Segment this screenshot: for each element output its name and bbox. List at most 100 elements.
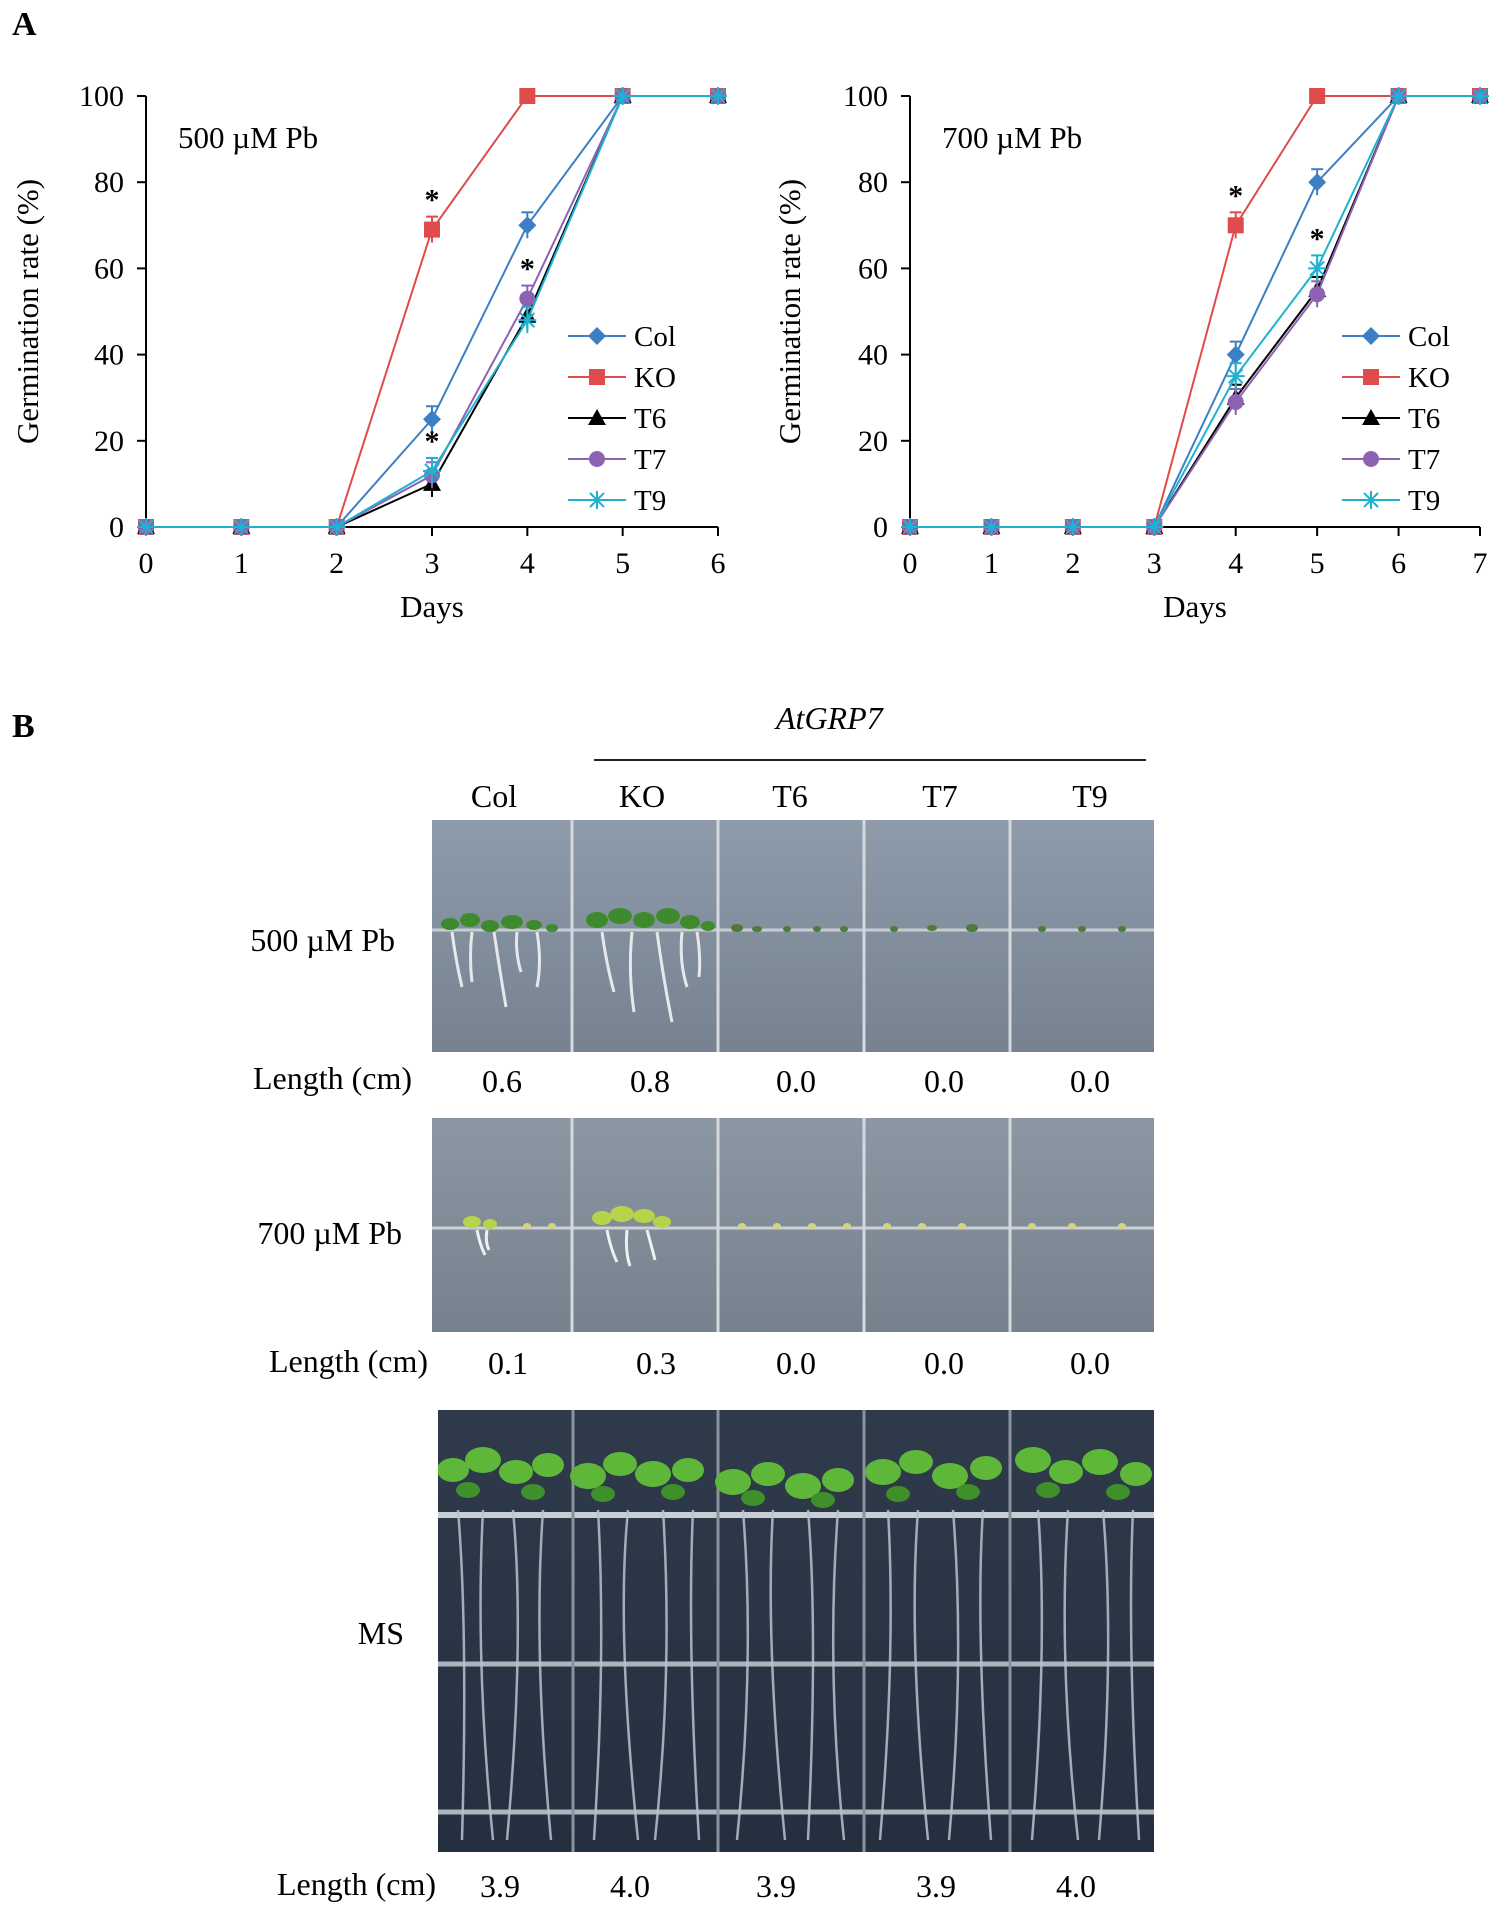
chart2-annotation: 700 µM Pb — [942, 120, 1082, 155]
chart2-ytick-label: 80 — [858, 166, 888, 199]
chart2-ytick-label: 60 — [858, 252, 888, 285]
chart1-point-t7 — [519, 290, 536, 307]
chart1-point-t9 — [613, 87, 632, 105]
chart2-ytick-label: 0 — [873, 511, 888, 544]
chart1-xtick-label: 4 — [520, 547, 535, 580]
chart1-ytick-label: 100 — [79, 80, 124, 113]
chart1-ytick-label: 40 — [94, 339, 124, 372]
chart1-point-ko — [519, 88, 536, 104]
chart1-legend-label-ko: KO — [634, 362, 676, 394]
chart2-legend-label-t7: T7 — [1408, 444, 1440, 476]
column-label-t6: T6 — [772, 778, 808, 814]
chart2-point-t9 — [1389, 87, 1408, 105]
row-label-ms: MS — [357, 1615, 404, 1651]
chart1-legend-marker-col — [588, 327, 606, 345]
panel-a-letter: A — [12, 6, 37, 43]
chart2-legend-label-ko: KO — [1408, 362, 1450, 394]
length-ms-ko: 4.0 — [610, 1868, 650, 1904]
chart2-line-t6 — [910, 95, 1480, 528]
chart2-legend-marker-col — [1362, 327, 1380, 345]
chart1-point-t9 — [232, 518, 251, 536]
chart1-significance-asterisk: * — [425, 425, 440, 458]
chart1-legend-label-t9: T9 — [634, 485, 666, 517]
chart1-point-ko — [424, 221, 440, 238]
chart1-point-t9 — [709, 87, 727, 105]
chart1-ytick-label: 0 — [109, 511, 124, 544]
chart2-significance-asterisk: * — [1310, 222, 1325, 255]
length-500-t6: 0.0 — [776, 1063, 816, 1099]
chart2-xtick-label: 2 — [1065, 547, 1080, 580]
length-700-col: 0.1 — [488, 1345, 528, 1381]
length-label-500-pb: Length (cm) — [252, 1060, 412, 1096]
chart1-point-col — [423, 410, 441, 429]
chart1-significance-asterisk: * — [425, 184, 440, 217]
length-500-col: 0.6 — [482, 1063, 522, 1099]
length-700-ko: 0.3 — [636, 1345, 676, 1381]
row-label-700-pb: 700 µM Pb — [257, 1215, 402, 1251]
length-ms-col: 3.9 — [480, 1868, 520, 1904]
chart2-point-col — [1226, 345, 1245, 364]
length-700-t9: 0.0 — [1070, 1345, 1110, 1381]
seedling-photo-500-pb — [432, 820, 1154, 1052]
chart1-legend-label-col: Col — [634, 321, 676, 353]
length-700-t6: 0.0 — [776, 1345, 816, 1381]
seedling-photo-ms — [438, 1410, 1154, 1852]
chart1-legend-marker-t9 — [588, 491, 606, 509]
row-label-500-pb: 500 µM Pb — [250, 922, 395, 958]
length-ms-t7: 3.9 — [916, 1868, 956, 1904]
chart1-ytick-label: 20 — [94, 425, 124, 458]
chart2-significance-asterisk: * — [1228, 179, 1243, 212]
chart1-legend-marker-t6 — [588, 409, 606, 425]
chart2-ytick-label: 40 — [858, 339, 888, 372]
chart1-point-t9 — [423, 461, 441, 480]
column-label-t9: T9 — [1072, 778, 1108, 814]
chart1-xtick-label: 3 — [425, 547, 440, 580]
seedling-photo-700-pb — [432, 1118, 1154, 1332]
chart2-point-t9 — [1308, 259, 1327, 278]
chart1-legend-marker-t7 — [589, 451, 605, 467]
chart1-point-col — [518, 216, 537, 235]
chart2-legend-marker-ko — [1363, 369, 1379, 385]
length-label-700-pb: Length (cm) — [268, 1343, 428, 1379]
gene-bracket-line — [594, 759, 1146, 761]
chart2-point-t9 — [1471, 87, 1489, 105]
chart2-xtick-label: 5 — [1310, 547, 1325, 580]
column-label-col: Col — [470, 778, 518, 814]
chart2-xtick-label: 7 — [1473, 547, 1488, 580]
chart2-legend-label-col: Col — [1408, 321, 1450, 353]
chart2-legend-label-t9: T9 — [1408, 485, 1440, 517]
panel-b-letter: B — [12, 708, 35, 745]
chart2-line-t9 — [910, 95, 1480, 528]
column-label-ko: KO — [618, 778, 666, 814]
chart2-point-t9 — [1063, 518, 1082, 536]
chart1-ytick-label: 60 — [94, 252, 124, 285]
chart1-annotation: 500 µM Pb — [178, 120, 318, 155]
chart1-significance-asterisk: * — [520, 253, 535, 286]
chart2-point-t7 — [1309, 286, 1326, 303]
length-500-ko: 0.8 — [630, 1063, 670, 1099]
length-ms-t6: 3.9 — [756, 1868, 796, 1904]
chart1-xtick-label: 2 — [329, 547, 344, 580]
gene-label: AtGRP7 — [776, 700, 883, 736]
chart2-ytick-label: 100 — [843, 80, 888, 113]
chart2-legend-label-t6: T6 — [1408, 403, 1440, 435]
chart1-xtick-label: 1 — [234, 547, 249, 580]
chart2-point-t7 — [1227, 394, 1244, 411]
chart1-point-t9 — [137, 518, 155, 536]
chart2-ylabel: Germination rate (%) — [772, 179, 807, 444]
chart2-xtick-label: 0 — [903, 547, 918, 580]
chart1-legend-label-t6: T6 — [634, 403, 666, 435]
chart2-ytick-label: 20 — [858, 425, 888, 458]
chart1-legend-marker-ko — [589, 369, 605, 385]
chart2-point-t9 — [1226, 367, 1245, 386]
chart1-legend-label-t7: T7 — [634, 444, 666, 476]
length-label-ms: Length (cm) — [276, 1866, 436, 1902]
chart1-xtick-label: 5 — [615, 547, 630, 580]
chart2-point-ko — [1227, 217, 1244, 234]
chart2-legend-marker-t7 — [1363, 451, 1379, 467]
length-500-t7: 0.0 — [924, 1063, 964, 1099]
chart1-point-t9 — [327, 518, 346, 536]
chart1-xtick-label: 0 — [139, 547, 154, 580]
column-label-t7: T7 — [922, 778, 958, 814]
